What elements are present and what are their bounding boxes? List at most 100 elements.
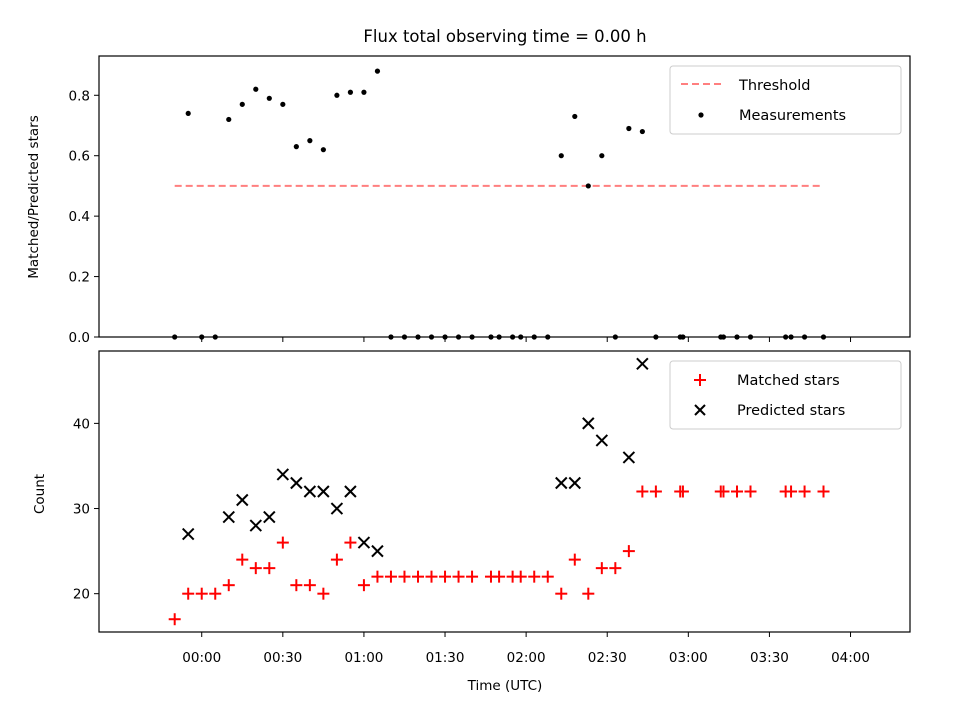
predicted-star-stroke (595, 434, 609, 447)
predicted-star-stroke (582, 417, 595, 430)
x-tick-label: 02:00 (507, 650, 546, 666)
x-tick-label: 03:30 (750, 650, 789, 666)
ratio-panel: Flux total observing time = 0.00 h 0.0 0.… (26, 27, 911, 346)
measurement-point (626, 125, 632, 132)
matched-star-point (222, 579, 235, 592)
x-tick-label: 01:00 (344, 650, 383, 666)
x-tick-label: 02:30 (588, 650, 627, 666)
predicted-star-point (249, 519, 263, 532)
legend-matched-swatch (694, 374, 706, 386)
matched-star-point (676, 485, 689, 498)
matched-star-point (555, 587, 568, 600)
predicted-star-stroke (568, 476, 581, 490)
count-panel: 20 30 40 00:00 00:30 01:00 01:30 02:00 02:30 03:… (32, 350, 911, 694)
measurement-point (572, 113, 578, 120)
predicted-star-point (276, 468, 290, 481)
matched-star-point (384, 570, 397, 583)
measurement-point (253, 86, 259, 92)
matched-star-point (303, 579, 316, 592)
matched-star-point (263, 562, 276, 575)
matched-star-point (785, 485, 798, 498)
predicted-star-stroke (344, 485, 357, 498)
matched-star-point (411, 570, 424, 583)
matched-star-point (514, 570, 527, 583)
predicted-star-point (330, 502, 344, 515)
predicted-star-point (555, 476, 568, 490)
predicted-star-stroke (222, 510, 235, 524)
legend-predicted-swatch (694, 404, 706, 416)
predicted-star-point (582, 417, 595, 430)
predicted-star-point (317, 485, 330, 498)
matched-star-point (817, 485, 830, 498)
count-axes-frame (98, 350, 911, 633)
measurement-point (266, 95, 272, 101)
measurement-point (334, 92, 340, 98)
measurement-point (639, 128, 645, 135)
x-tick-label: 00:00 (182, 650, 221, 666)
ratio-y-tick-label: 0.0 (69, 330, 90, 346)
measurement-point (558, 153, 564, 159)
matched-star-point (425, 570, 438, 583)
predicted-star-point (595, 434, 609, 447)
predicted-star-stroke (303, 485, 317, 498)
predicted-star-point (182, 527, 195, 541)
x-axis-label: Time (UTC) (467, 678, 543, 694)
ratio-y-axis-label: Matched/Predicted stars (26, 115, 42, 278)
ratio-legend-box (669, 65, 902, 135)
measurement-point (320, 147, 326, 153)
legend-predicted-label: Predicted stars (737, 403, 845, 419)
legend-matched-label: Matched stars (737, 373, 840, 389)
matched-star-point (452, 570, 465, 583)
predicted-star-stroke (263, 510, 276, 524)
matched-star-point (317, 587, 330, 600)
count-y-tick-label: 30 (73, 502, 90, 518)
matched-star-point (439, 570, 452, 583)
matched-star-point (582, 587, 595, 600)
measurement-point (307, 138, 313, 144)
matched-star-point (568, 553, 581, 566)
matched-star-point (168, 613, 181, 626)
predicted-star-point (290, 476, 303, 490)
matched-star-point (330, 553, 343, 566)
matched-star-point (541, 570, 554, 583)
predicted-star-stroke (330, 502, 344, 515)
chart-title: Flux total observing time = 0.00 h (363, 27, 646, 46)
count-y-tick-label: 40 (73, 416, 90, 432)
matched-star-point (398, 570, 411, 583)
predicted-star-stroke (249, 519, 263, 532)
count-y-axis: 20 30 40 (73, 416, 99, 603)
matched-star-point (209, 587, 222, 600)
predicted-star-point (263, 510, 276, 524)
ratio-y-tick-label: 0.4 (69, 209, 90, 225)
predicted-star-stroke (636, 357, 649, 370)
matched-star-point (371, 570, 384, 583)
count-legend: Matched stars Predicted stars (669, 360, 902, 430)
predicted-star-stroke (371, 544, 384, 558)
ratio-y-tick-label: 0.8 (69, 88, 90, 104)
ratio-y-tick-label: 0.6 (69, 149, 90, 165)
predicted-star-point (636, 357, 649, 370)
matched-star-point (344, 536, 357, 549)
matched-star-point (649, 485, 662, 498)
measurement-point (226, 116, 232, 123)
matched-star-point (730, 485, 743, 498)
predicted-star-point (303, 485, 317, 498)
count-y-tick-label: 20 (73, 587, 90, 603)
matched-star-point (493, 570, 506, 583)
predicted-star-point (622, 451, 636, 464)
matched-star-point (636, 485, 649, 498)
matched-star-point (290, 579, 303, 592)
matched-star-point (466, 570, 479, 583)
ratio-x-ticks (201, 337, 852, 342)
measurement-point (293, 144, 299, 150)
matched-star-point (609, 562, 622, 575)
legend-measurements-label: Measurements (739, 108, 846, 124)
matched-star-point (249, 562, 262, 575)
predicted-star-stroke (622, 451, 636, 464)
measurement-point (280, 101, 286, 107)
count-legend-box (669, 360, 902, 430)
matched-star-point (798, 485, 811, 498)
predicted-star-stroke (317, 485, 330, 498)
x-tick-label: 04:00 (831, 650, 870, 666)
